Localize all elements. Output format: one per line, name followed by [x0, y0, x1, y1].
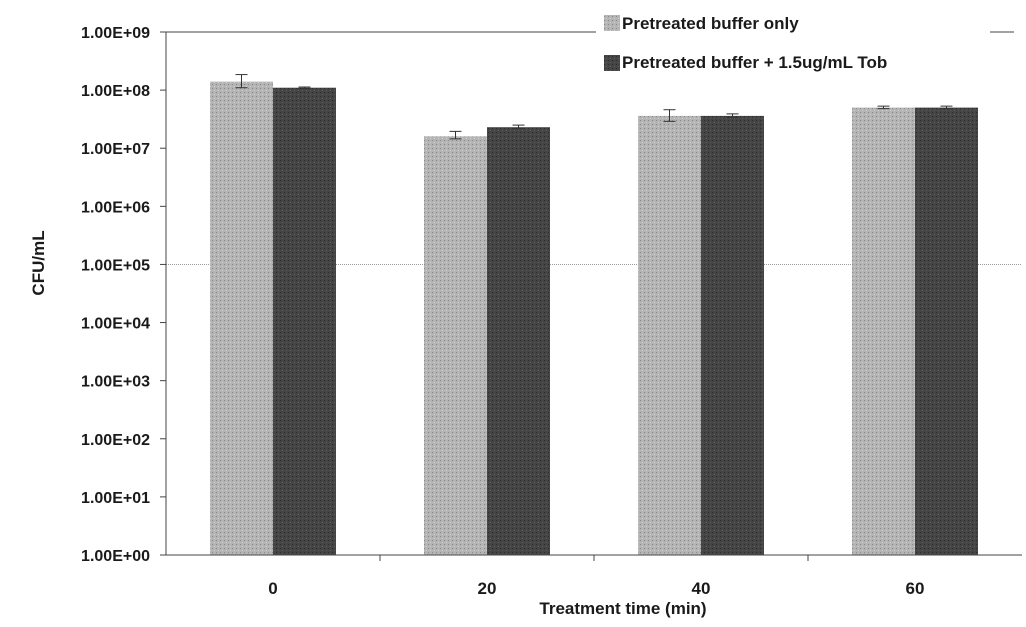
y-tick-label: 1.00E+05: [81, 257, 150, 274]
bar-series-1: [638, 115, 701, 555]
x-tick-label: 40: [692, 579, 711, 598]
y-tick-label: 1.00E+00: [81, 548, 150, 565]
axes: [160, 31, 1022, 561]
bar-series-1: [210, 81, 273, 555]
y-tick-label: 1.00E+06: [81, 199, 150, 216]
y-tick-label: 1.00E+01: [81, 490, 150, 507]
error-bars: [235, 74, 953, 140]
y-tick-label: 1.00E+08: [81, 83, 150, 100]
y-tick-label: 1.00E+04: [81, 316, 150, 333]
y-tick-labels: 1.00E+00 1.00E+01 1.00E+02 1.00E+03 1.00E+04…: [81, 25, 150, 565]
y-axis-label: CFU/mL: [29, 230, 48, 295]
bar-series-2: [273, 87, 336, 555]
legend-swatch-series-2: [604, 55, 620, 71]
bar-series-1: [852, 107, 915, 555]
x-tick-label: 60: [906, 579, 925, 598]
x-axis-label: Treatment time (min): [539, 599, 706, 618]
y-tick-label: 1.00E+09: [81, 25, 150, 42]
bars: [210, 81, 978, 555]
x-tick-labels: 0 20 40 60: [268, 579, 924, 598]
bar-series-2: [487, 127, 550, 555]
x-tick-label: 20: [478, 579, 497, 598]
y-tick-label: 1.00E+02: [81, 432, 150, 449]
legend-label-series-2: Pretreated buffer + 1.5ug/mL Tob: [622, 53, 887, 72]
x-tick-label: 0: [268, 579, 277, 598]
y-tick-label: 1.00E+03: [81, 374, 150, 391]
bar-series-2: [915, 107, 978, 555]
legend: Pretreated buffer only Pretreated buffer…: [604, 14, 887, 72]
y-tick-label: 1.00E+07: [81, 141, 150, 158]
legend-swatch-series-1: [604, 15, 620, 31]
legend-label-series-1: Pretreated buffer only: [622, 14, 799, 33]
bar-series-2: [701, 115, 764, 555]
bar-series-1: [424, 136, 487, 555]
